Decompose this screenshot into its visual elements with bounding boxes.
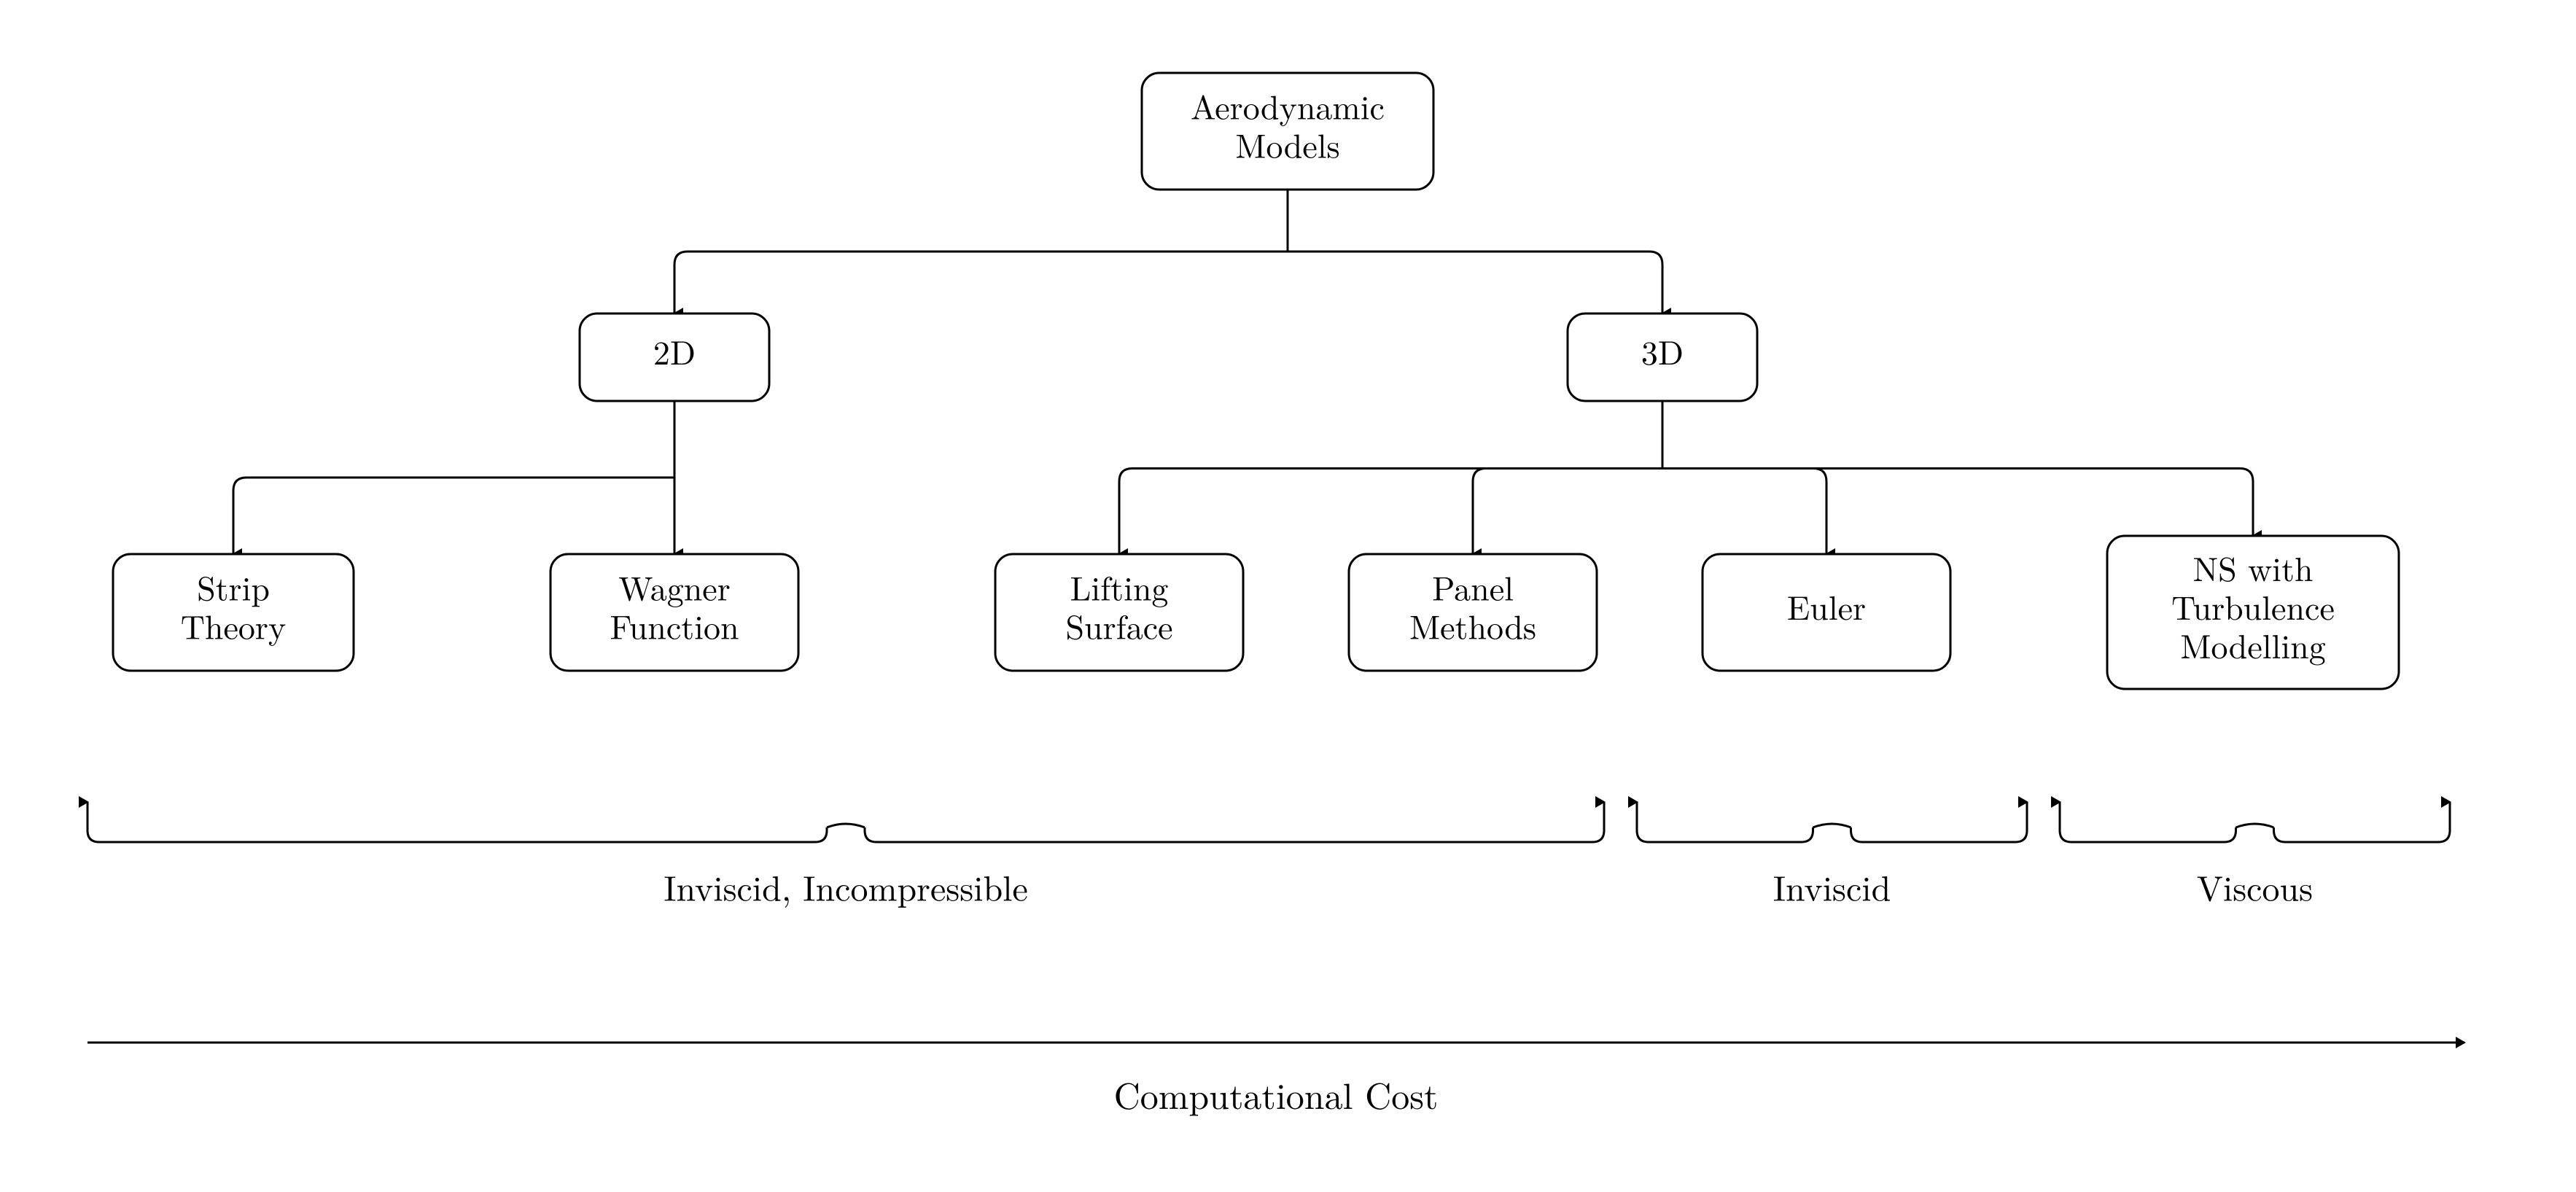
bracket-cap (827, 824, 865, 827)
bracket-cap (2236, 824, 2274, 827)
node-label: 2D (653, 327, 696, 375)
node-strip: StripTheory (113, 554, 354, 671)
node-lift: LiftingSurface (995, 554, 1243, 671)
node-panel: PanelMethods (1349, 554, 1597, 671)
bracket (1851, 802, 2028, 842)
bracket (87, 802, 827, 842)
bracket (1637, 802, 1813, 842)
connector (674, 252, 1288, 313)
node-label: Theory (181, 601, 287, 649)
node-root: AerodynamicModels (1142, 73, 1433, 190)
node-n3d: 3D (1568, 313, 1757, 401)
node-label: Models (1235, 120, 1339, 168)
node-label: 3D (1641, 327, 1684, 375)
node-label: Modelling (2180, 621, 2325, 669)
node-ns: NS withTurbulenceModelling (2107, 536, 2399, 689)
bracket (2274, 802, 2451, 842)
bracket-label: Inviscid (1773, 861, 1891, 911)
node-label: Surface (1065, 601, 1172, 649)
node-wagner: WagnerFunction (550, 554, 798, 671)
node-n2d: 2D (580, 313, 769, 401)
connector (233, 478, 674, 554)
connector (1473, 469, 1662, 555)
connector (1288, 252, 1662, 313)
node-euler: Euler (1703, 554, 1950, 671)
connector (1662, 469, 2253, 537)
axis-label: Computational Cost (1114, 1068, 1439, 1120)
bracket-label: Inviscid, Incompressible (664, 861, 1028, 911)
bracket-label: Viscous (2197, 861, 2313, 911)
bracket (865, 802, 1604, 842)
node-label: Methods (1409, 601, 1536, 649)
node-label: Euler (1787, 583, 1866, 630)
node-label: Function (610, 601, 739, 649)
bracket (2060, 802, 2236, 842)
bracket-cap (1813, 824, 1851, 827)
connector (1119, 469, 1662, 555)
connector (1662, 469, 1826, 555)
